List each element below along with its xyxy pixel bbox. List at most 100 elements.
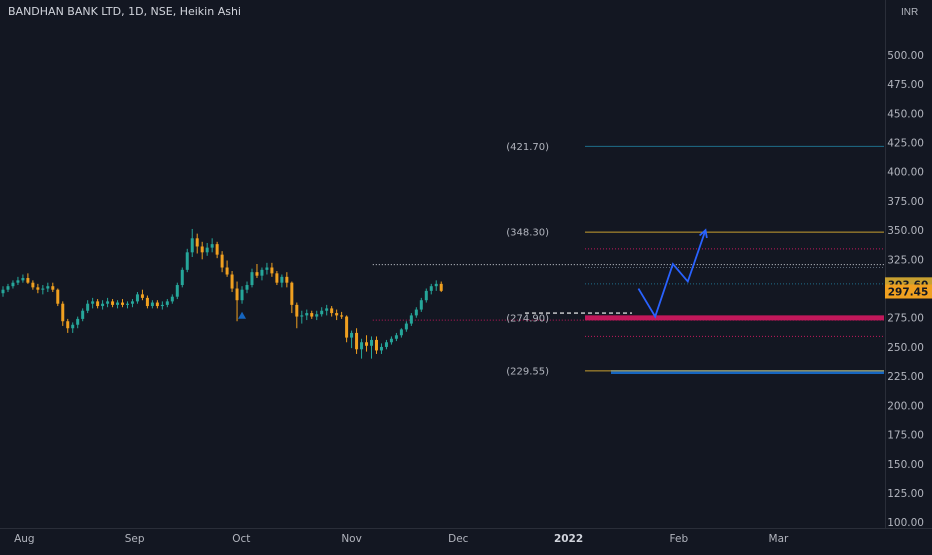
candle-body xyxy=(340,315,344,317)
price-label: 297.45 xyxy=(888,287,929,299)
candle-body xyxy=(41,288,45,290)
candle-body xyxy=(265,267,269,270)
candle-body xyxy=(335,313,339,316)
triangle-up-marker xyxy=(238,311,247,319)
candle-body xyxy=(31,282,35,288)
y-tick-label: 225.00 xyxy=(887,371,924,383)
candle-body xyxy=(61,303,65,322)
candle-body xyxy=(419,300,423,310)
candle-body xyxy=(320,310,324,315)
x-tick-label: Oct xyxy=(232,533,250,545)
candle-body xyxy=(414,309,418,316)
candle-body xyxy=(51,286,55,290)
candle-body xyxy=(185,252,189,270)
candle-body xyxy=(355,332,359,350)
candle-body xyxy=(240,289,244,301)
candle-body xyxy=(165,301,169,305)
candle-body xyxy=(170,296,174,302)
candle-body xyxy=(66,321,70,329)
candle-body xyxy=(360,342,364,350)
candle-body xyxy=(235,288,239,301)
candle-body xyxy=(434,283,438,287)
candle-body xyxy=(26,278,30,283)
candle-body xyxy=(379,346,383,351)
candle-body xyxy=(160,304,164,307)
candle-body xyxy=(1,289,5,294)
candle-body xyxy=(46,286,50,289)
candle-body xyxy=(145,297,149,307)
price-label-box xyxy=(885,284,932,299)
candle-body xyxy=(140,294,144,298)
candle-body xyxy=(275,273,279,283)
x-tick-label: Nov xyxy=(341,533,362,545)
candle-body xyxy=(155,302,159,307)
candle-body xyxy=(116,302,120,305)
y-tick-label: 150.00 xyxy=(887,459,924,471)
candle-body xyxy=(384,342,388,347)
chart-title: BANDHAN BANK LTD, 1D, NSE, Heikin Ashi xyxy=(8,5,241,18)
candle-body xyxy=(135,294,139,302)
candle-body xyxy=(409,315,413,324)
candle-body xyxy=(399,329,403,336)
candle-body xyxy=(310,313,314,317)
candle-body xyxy=(250,272,254,286)
y-tick-label: 200.00 xyxy=(887,400,924,412)
candle-body xyxy=(111,301,115,305)
candle-body xyxy=(200,246,204,253)
candle-body xyxy=(215,244,219,255)
fib-level-label: (421.70) xyxy=(506,142,549,153)
candle-body xyxy=(290,282,294,305)
x-tick-label: Aug xyxy=(14,533,35,545)
candle-body xyxy=(11,282,15,287)
candle-body xyxy=(260,269,264,276)
candle-body xyxy=(424,290,428,301)
candle-body xyxy=(255,272,259,276)
candle-body xyxy=(180,269,184,286)
fib-level-label: (348.30) xyxy=(506,228,549,239)
candle-body xyxy=(350,332,354,338)
x-tick-label: 2022 xyxy=(554,533,583,545)
candle-body xyxy=(245,285,249,290)
y-tick-label: 425.00 xyxy=(887,138,924,150)
candle-body xyxy=(81,310,85,319)
candle-body xyxy=(270,267,274,274)
candle-body xyxy=(345,316,349,338)
candle-body xyxy=(150,302,154,307)
candle-body xyxy=(205,247,209,253)
candle-body xyxy=(195,238,199,247)
candle-body xyxy=(315,314,319,317)
candle-body xyxy=(325,308,329,311)
currency-label: INR xyxy=(901,7,919,18)
candle-body xyxy=(71,324,75,329)
y-tick-label: 450.00 xyxy=(887,108,924,120)
x-tick-label: Sep xyxy=(125,533,145,545)
candle-body xyxy=(130,301,134,304)
y-tick-label: 175.00 xyxy=(887,430,924,442)
candle-body xyxy=(365,342,369,346)
candle-body xyxy=(91,301,95,304)
candle-body xyxy=(21,278,25,281)
candle-body xyxy=(225,267,229,275)
candle-body xyxy=(389,338,393,343)
candle-body xyxy=(330,308,334,314)
y-tick-label: 400.00 xyxy=(887,167,924,179)
candle-body xyxy=(121,302,125,305)
x-tick-label: Feb xyxy=(670,533,689,545)
candle-body xyxy=(210,244,214,248)
candle-body xyxy=(295,304,299,317)
candle-body xyxy=(220,254,224,268)
candle-body xyxy=(404,323,408,330)
y-tick-label: 500.00 xyxy=(887,50,924,62)
candle-body xyxy=(439,283,443,291)
candle-body xyxy=(106,301,110,304)
candle-body xyxy=(36,287,40,290)
y-tick-label: 325.00 xyxy=(887,254,924,266)
y-tick-label: 125.00 xyxy=(887,488,924,500)
candle-body xyxy=(370,339,374,346)
fib-level-label: (274.90) xyxy=(506,313,549,324)
candle-body xyxy=(86,303,90,311)
candle-body xyxy=(394,335,398,339)
candle-body xyxy=(6,286,10,290)
